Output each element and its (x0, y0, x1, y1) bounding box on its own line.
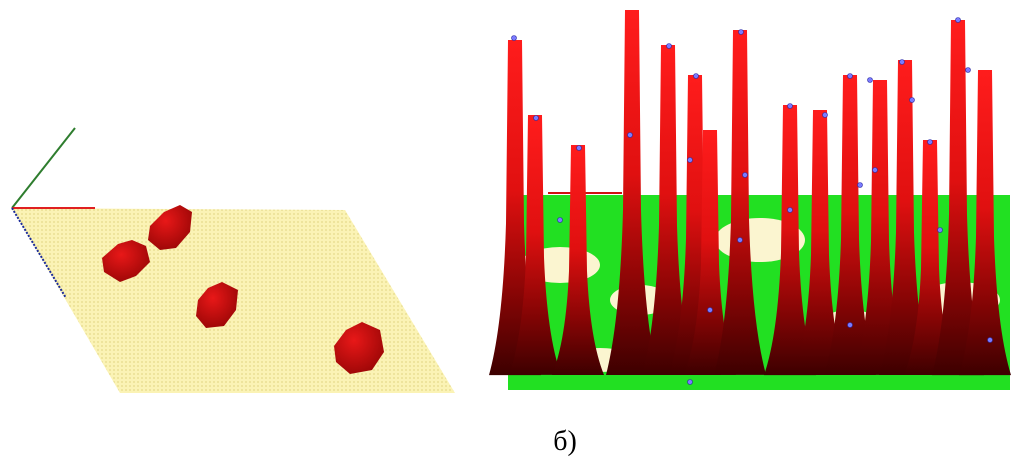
marker (557, 217, 563, 223)
marker (987, 337, 993, 343)
marker (927, 139, 933, 145)
marker (687, 157, 693, 163)
marker (822, 112, 828, 118)
marker (693, 73, 699, 79)
marker (955, 17, 961, 23)
blob (334, 322, 384, 374)
marker (847, 322, 853, 328)
blob (148, 205, 192, 250)
marker (787, 207, 793, 213)
blob (102, 240, 150, 282)
marker (742, 172, 748, 178)
marker (937, 227, 943, 233)
marker (872, 167, 878, 173)
marker (707, 307, 713, 313)
marker (847, 73, 853, 79)
marker (687, 379, 693, 385)
axis-green (11, 127, 76, 209)
left-panel (11, 127, 455, 393)
marker (909, 97, 915, 103)
right-panel (489, 10, 1011, 390)
markers (511, 17, 993, 385)
marker (576, 145, 582, 151)
caption: б) (553, 426, 577, 457)
marker (738, 29, 744, 35)
marker (533, 115, 539, 121)
marker (511, 35, 517, 41)
marker (867, 77, 873, 83)
blob (196, 282, 238, 328)
marker (737, 237, 743, 243)
marker (899, 59, 905, 65)
marker (857, 182, 863, 188)
marker (965, 67, 971, 73)
marker (787, 103, 793, 109)
marker (666, 43, 672, 49)
marker (627, 132, 633, 138)
